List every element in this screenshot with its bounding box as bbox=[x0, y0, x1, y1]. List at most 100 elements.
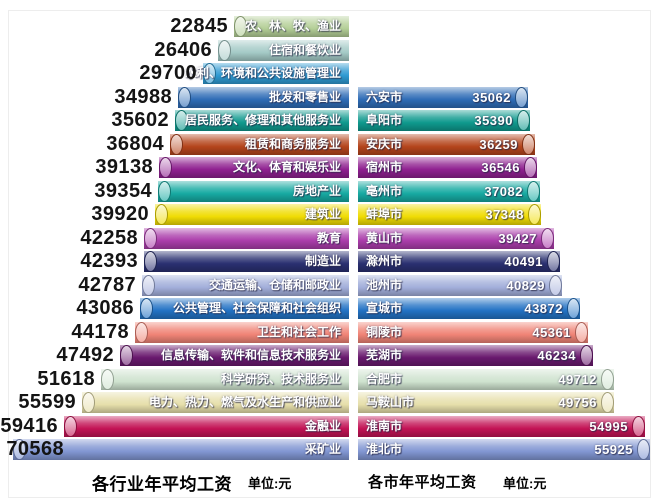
city-bar: 六安市 35062 bbox=[358, 87, 528, 108]
cylinder-cap bbox=[155, 204, 168, 225]
industry-bar: 制造业 bbox=[144, 251, 349, 272]
industry-bar: 科学研究、技术服务业 bbox=[101, 369, 349, 390]
industry-bar: 住宿和餐饮业 bbox=[218, 40, 349, 61]
industry-bar: 卫生和社会工作 bbox=[135, 322, 349, 343]
city-value: 54995 bbox=[589, 419, 628, 434]
industry-value: 42393 bbox=[80, 250, 138, 272]
cylinder-cap bbox=[178, 87, 191, 108]
industry-bar: 电力、热力、燃气及水生产和供应业 bbox=[82, 392, 349, 413]
industry-label: 公共管理、社会保障和社会组织 bbox=[172, 301, 341, 315]
industry-bar: 金融业 bbox=[64, 416, 349, 437]
city-bar: 宿州市 36546 bbox=[358, 157, 537, 178]
city-value: 37082 bbox=[484, 184, 523, 199]
cylinder-cap bbox=[567, 298, 580, 319]
cylinder-cap bbox=[632, 416, 645, 437]
cylinder-cap bbox=[142, 275, 155, 296]
city-chart-title: 各市年平均工资 bbox=[368, 474, 477, 491]
city-label: 淮南市 bbox=[366, 419, 403, 433]
city-label: 宿州市 bbox=[366, 160, 403, 174]
industry-chart-title: 各行业年平均工资 bbox=[92, 475, 232, 494]
industry-value: 42787 bbox=[78, 274, 136, 296]
industry-label: 建筑业 bbox=[304, 207, 341, 221]
industry-label: 卫生和社会工作 bbox=[256, 325, 341, 339]
city-bar: 亳州市 37082 bbox=[358, 181, 540, 202]
city-bar: 铜陵市 45361 bbox=[358, 322, 588, 343]
cylinder-cap bbox=[64, 416, 77, 437]
cylinder-cap bbox=[158, 181, 171, 202]
city-label: 合肥市 bbox=[366, 372, 403, 386]
industry-value: 22845 bbox=[170, 15, 228, 37]
city-label: 铜陵市 bbox=[366, 325, 403, 339]
city-label: 滁州市 bbox=[366, 254, 403, 268]
industry-label: 制造业 bbox=[304, 254, 341, 268]
industry-value: 70568 bbox=[6, 438, 64, 460]
industry-bar: 信息传输、软件和信息技术服务业 bbox=[120, 345, 349, 366]
industry-bar: 房地产业 bbox=[158, 181, 349, 202]
city-value: 46234 bbox=[537, 348, 576, 363]
cylinder-cap bbox=[524, 157, 537, 178]
industry-value: 42258 bbox=[80, 227, 138, 249]
city-bar: 宣城市 43872 bbox=[358, 298, 580, 319]
city-label: 阜阳市 bbox=[366, 113, 403, 127]
city-bar: 合肥市 49712 bbox=[358, 369, 614, 390]
cylinder-cap bbox=[522, 134, 535, 155]
city-value: 49712 bbox=[558, 372, 597, 387]
industry-bar: 采矿业 bbox=[13, 439, 349, 460]
cylinder-cap bbox=[517, 110, 530, 131]
city-value: 40829 bbox=[506, 278, 545, 293]
industry-value: 44178 bbox=[71, 321, 129, 343]
industry-label: 采矿业 bbox=[304, 442, 341, 456]
city-label: 安庆市 bbox=[366, 137, 403, 151]
industry-bar: 教育 bbox=[144, 228, 349, 249]
city-value: 35062 bbox=[472, 90, 511, 105]
city-label: 淮北市 bbox=[366, 442, 403, 456]
cylinder-cap bbox=[234, 16, 247, 37]
cylinder-cap bbox=[601, 392, 614, 413]
industry-label: 房地产业 bbox=[292, 184, 341, 198]
industry-value: 39354 bbox=[94, 180, 152, 202]
industry-label: 住宿和餐饮业 bbox=[268, 43, 341, 57]
industry-value: 34988 bbox=[114, 86, 172, 108]
city-chart-unit: 单位:元 bbox=[503, 476, 547, 491]
industry-label: 教育 bbox=[316, 231, 341, 245]
city-bar: 马鞍山市 49756 bbox=[358, 392, 614, 413]
industry-bar: 建筑业 bbox=[155, 204, 349, 225]
city-bar: 芜湖市 46234 bbox=[358, 345, 593, 366]
city-value: 45361 bbox=[532, 325, 571, 340]
cylinder-cap bbox=[135, 322, 148, 343]
industry-label: 批发和零售业 bbox=[268, 90, 341, 104]
industry-bar: 公共管理、社会保障和社会组织 bbox=[140, 298, 349, 319]
industry-bar: 批发和零售业 bbox=[178, 87, 349, 108]
cylinder-cap bbox=[601, 369, 614, 390]
chart-frame bbox=[8, 10, 651, 498]
industry-value: 39138 bbox=[95, 156, 153, 178]
industry-value: 51618 bbox=[37, 368, 95, 390]
cylinder-cap bbox=[549, 275, 562, 296]
cylinder-cap bbox=[541, 228, 554, 249]
cylinder-cap bbox=[575, 322, 588, 343]
industry-value: 29700 bbox=[139, 62, 197, 84]
industry-value: 47492 bbox=[56, 344, 114, 366]
industry-label: 居民服务、修理和其他服务业 bbox=[184, 113, 341, 127]
cylinder-cap bbox=[203, 63, 216, 84]
city-label: 芜湖市 bbox=[366, 348, 403, 362]
city-label: 黄山市 bbox=[366, 231, 403, 245]
cylinder-cap bbox=[528, 204, 541, 225]
industry-value: 36804 bbox=[106, 133, 164, 155]
industry-label: 信息传输、软件和信息技术服务业 bbox=[160, 348, 341, 362]
city-value: 40491 bbox=[504, 254, 543, 269]
industry-bar: 水利、环境和公共设施管理业 bbox=[185, 63, 349, 84]
industry-bar: 交通运输、仓储和邮政业 bbox=[142, 275, 349, 296]
city-value: 39427 bbox=[498, 231, 537, 246]
city-value: 35390 bbox=[474, 113, 513, 128]
industry-value: 55599 bbox=[18, 391, 76, 413]
city-bar: 安庆市 36259 bbox=[358, 134, 535, 155]
industry-label: 农、林、牧、渔业 bbox=[244, 19, 341, 33]
industry-bar: 农、林、牧、渔业 bbox=[234, 16, 349, 37]
cylinder-cap bbox=[580, 345, 593, 366]
cylinder-cap bbox=[144, 228, 157, 249]
city-value: 36259 bbox=[479, 137, 518, 152]
city-bar: 滁州市 40491 bbox=[358, 251, 560, 272]
industry-label: 租赁和商务服务业 bbox=[244, 137, 341, 151]
